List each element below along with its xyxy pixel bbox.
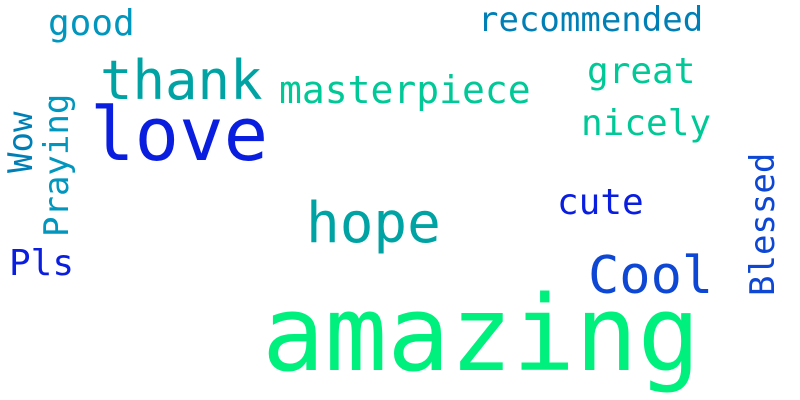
word-pls: Pls (9, 243, 75, 284)
word-good: good (48, 3, 135, 44)
word-thank: thank (100, 49, 263, 112)
word-cute: cute (557, 182, 644, 223)
word-nicely: nicely (581, 103, 712, 144)
word-cool: Cool (588, 246, 714, 306)
word-hope: hope (306, 191, 441, 256)
word-amazing: amazing (262, 273, 701, 395)
word-great: great (587, 51, 696, 92)
word-masterpiece: masterpiece (279, 68, 531, 112)
word-wow: Wow (1, 111, 41, 173)
word-blessed: Blessed (743, 152, 783, 296)
word-praying: Praying (37, 93, 77, 237)
word-recommended: recommended (478, 0, 704, 40)
word-love: love (90, 92, 269, 178)
